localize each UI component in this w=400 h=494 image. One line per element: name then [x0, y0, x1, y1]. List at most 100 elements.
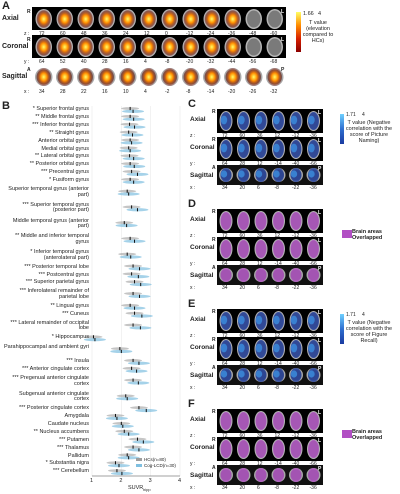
panel-b-cog-median [128, 456, 130, 460]
panel-d-coord: 28 [239, 261, 246, 267]
panel-b-region-label: ** Straight gyrus [49, 129, 89, 136]
panel-b-region-label: * Substantia nigra [45, 460, 89, 467]
panel-f-coord: 64 [222, 461, 228, 467]
panel-b-region-label: ** Middle frontal gyrus [35, 114, 89, 121]
panel-f-coord: 20 [239, 485, 246, 491]
panel-d-slice [254, 239, 268, 259]
panel-b-hc-median [131, 169, 133, 174]
panel-a-coord: 52 [60, 59, 66, 65]
panel-b-legend-swatch [136, 464, 142, 467]
panel-f-coord-prefix: x : [190, 485, 196, 491]
panel-d-row-label: Axial [190, 216, 206, 223]
panel-b-cog-median [140, 282, 142, 287]
panel-b-cog-median [133, 180, 135, 184]
panel-c-slice [289, 168, 303, 182]
panel-d-side-left: A [212, 265, 216, 271]
panel-b-cog-median [133, 156, 135, 161]
panel-a-slice [119, 9, 136, 29]
panel-b-region-label: Caudate nucleus [47, 421, 89, 428]
panel-b-region-label: Medial orbital gyrus [41, 145, 89, 152]
panel-c-slice [271, 168, 286, 182]
panel-b-cog-median [120, 349, 122, 354]
panel-b-region-label: * Inferior temporal gyrus (anterolateral… [30, 249, 89, 261]
panel-a-slice [140, 9, 157, 29]
panel-b-hc-median [134, 280, 136, 284]
panel-a-slice [245, 37, 262, 57]
panel-e-cb-max: 4 [362, 312, 365, 318]
panel-b-hc-median [131, 205, 133, 209]
panel-b-hc-median [129, 236, 131, 241]
panel-b-region-label: *** Lateral remainder of occipital lobe [10, 319, 89, 332]
panel-e-coord: 28 [239, 361, 246, 367]
panel-d-slice [254, 211, 268, 231]
panel-e-row-label: Sagittal [190, 372, 214, 379]
panel-f-coord: -36 [309, 485, 317, 491]
panel-a-slice [119, 37, 136, 57]
panel-c-coord: 28 [239, 161, 246, 167]
panel-a-side-left: R [27, 9, 31, 15]
panel-a-coord: -2 [165, 89, 170, 95]
panel-a-coord: -48 [249, 31, 257, 37]
panel-d-row-bg [217, 237, 323, 261]
panel-f-side-left: R [212, 409, 216, 415]
panel-d-slice [236, 268, 251, 282]
panel-e-side-left: A [212, 365, 216, 371]
panel-b-hc-median [132, 323, 134, 327]
panel-d-coord: -36 [309, 233, 317, 239]
panel-d-row-label: Coronal [190, 244, 215, 251]
panel-a-slice [119, 68, 137, 86]
panel-d-coord: -12 [292, 233, 300, 239]
panel-a-coord: 4 [144, 59, 147, 65]
panel-c-slice [272, 139, 285, 159]
panel-b-region-label: *** Cerebellum [52, 468, 89, 475]
panel-a-slice [77, 37, 94, 57]
panel-b-cog-median [121, 471, 123, 476]
panel-a-slice [245, 9, 262, 29]
panel-c-coord-prefix: y : [190, 161, 196, 167]
panel-c-side-left: A [212, 165, 216, 171]
panel-a-coord: -36 [228, 31, 236, 37]
panel-b-hc-median [129, 114, 131, 119]
panel-c-row-bg [217, 137, 323, 161]
panel-a-coord: 4 [144, 89, 147, 95]
panel-a-slice [56, 37, 73, 57]
panel-b-cog-median [134, 306, 136, 310]
panel-e-coord: 60 [239, 333, 246, 339]
panel-b-cog-median [139, 294, 141, 298]
panel-b-cog-median [126, 223, 128, 228]
panel-a-slice [98, 68, 116, 86]
panel-c-slice [272, 111, 285, 131]
panel-a-coord: 34 [39, 89, 45, 95]
panel-e-slice [289, 339, 303, 359]
panel-b-region-label: *** Posterior temporal lobe [24, 263, 89, 270]
panel-c-side-right: P [318, 166, 322, 172]
panel-e-coord: 20 [239, 385, 246, 391]
panel-a-slice [182, 37, 199, 57]
panel-c-slice [237, 139, 250, 159]
panel-d-slice [272, 239, 285, 259]
panel-a-coord-prefix: z : [24, 31, 30, 37]
panel-e-slice [237, 311, 250, 331]
panel-b-cog-median [139, 267, 141, 271]
panel-e-slice [219, 339, 233, 359]
panel-c-coord: 6 [257, 185, 260, 191]
panel-b-hc-median [129, 177, 131, 181]
panel-f-slice [271, 468, 286, 482]
panel-c-side-left: R [212, 109, 216, 115]
panel-b-cog-median [136, 369, 138, 373]
panel-c-coord-prefix: x : [190, 185, 196, 191]
panel-b-hc-median [128, 130, 130, 134]
panel-d-slice [289, 239, 303, 259]
panel-a-slice [266, 68, 284, 86]
panel-f-coord: 12 [257, 461, 263, 467]
panel-d-coord: 12 [257, 261, 263, 267]
panel-e-coord: -40 [292, 361, 300, 367]
panel-e-coord: -36 [309, 385, 317, 391]
panel-a-side-left: A [27, 67, 31, 73]
panel-a-coord: -68 [270, 59, 278, 65]
panel-a-slice [161, 37, 178, 57]
panel-f-slice [272, 411, 285, 431]
panel-a-coord: 60 [60, 31, 66, 37]
panel-e-colorbar [340, 314, 344, 344]
